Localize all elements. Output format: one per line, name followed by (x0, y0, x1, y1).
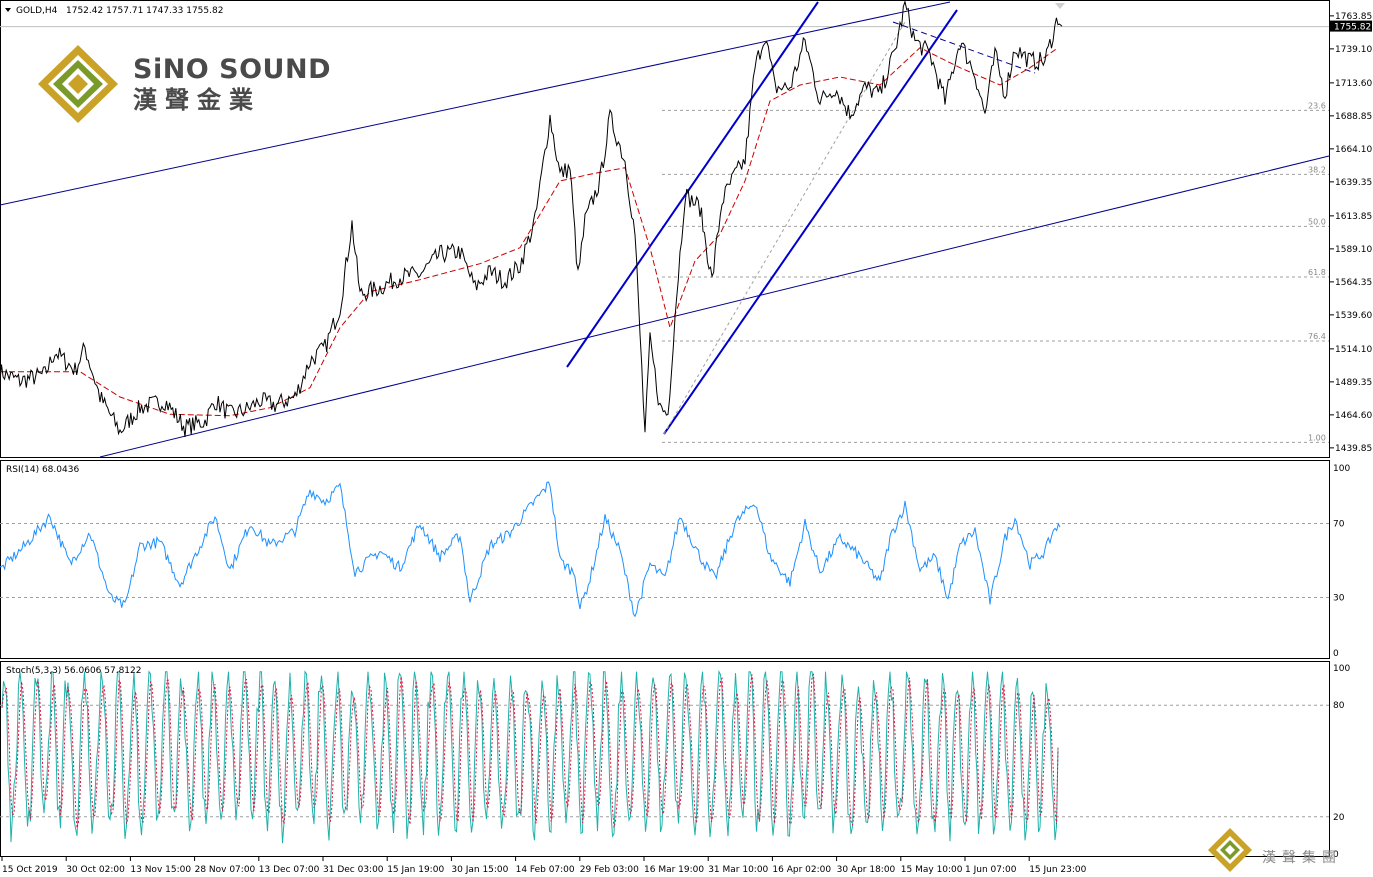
rsi-tick-label: 100 (1333, 464, 1350, 474)
x-tick-label: 16 Mar 19:00 (644, 865, 704, 875)
x-axis: 15 Oct 2019 30 Oct 02:00 13 Nov 15:00 28 No… (1, 857, 1087, 875)
sino-sound-logo: SiNO SOUND 漢聲金業 (38, 45, 331, 123)
y-tick-label: 1639.35 (1335, 178, 1372, 188)
rsi-levels (0, 523, 1329, 598)
x-tick-label: 1 Jun 07:00 (965, 865, 1017, 875)
x-tick-label: 28 Nov 07:00 (195, 865, 256, 875)
upper-channel-line (0, 1, 951, 206)
rsi-y-axis: 100 70 30 0 (1333, 464, 1350, 659)
rsi-tick-label: 70 (1333, 520, 1345, 530)
y-tick-label: 1613.85 (1335, 212, 1372, 222)
fib-label: 23.6 (1308, 101, 1326, 110)
rsi-tick-label: 0 (1333, 649, 1339, 659)
stoch-pane: 100 80 20 0 Stoch(5,3,3) 56.0606 57.8122 (0, 664, 1350, 860)
fib-label: 61.8 (1308, 268, 1326, 277)
current-price-label: 1755.82 (1334, 23, 1371, 33)
price-pane-frame (0, 0, 1330, 458)
x-tick-label: 15 May 10:00 (901, 865, 963, 875)
rsi-tick-label: 30 (1333, 594, 1345, 604)
watermark-text: 漢聲集團 (1262, 849, 1342, 866)
dropdown-triangle-icon[interactable] (5, 8, 11, 12)
trend-channels (0, 1, 1330, 458)
logo-name-cn: 漢聲金業 (133, 86, 261, 114)
fibonacci-levels: 23.6 38.2 50.0 61.8 76.4 1.00 (662, 101, 1329, 443)
ohlc-label: 1752.42 1757.71 1747.33 1755.82 (66, 6, 223, 16)
y-tick-label: 1688.85 (1335, 112, 1372, 122)
steep-channel-upper (566, 1, 819, 368)
watermark-logo: 漢聲集團 (1208, 828, 1342, 872)
x-tick-label: 13 Nov 15:00 (130, 865, 191, 875)
stoch-tick-label: 100 (1333, 664, 1350, 674)
symbol-label: GOLD,H4 (16, 6, 58, 16)
fib-label: 1.00 (1308, 433, 1326, 442)
rsi-pane: 100 70 30 0 RSI(14) 68.0436 (0, 464, 1350, 659)
y-tick-label: 1514.10 (1335, 345, 1372, 355)
x-tick-label: 14 Feb 07:00 (516, 865, 575, 875)
x-tick-label: 13 Dec 07:00 (259, 865, 320, 875)
y-tick-label: 1464.60 (1335, 411, 1372, 421)
y-tick-label: 1589.10 (1335, 245, 1372, 255)
stoch-y-axis: 100 80 20 0 (1333, 664, 1350, 860)
price-series-line (0, 0, 1063, 437)
rsi-title: RSI(14) 68.0436 (6, 465, 79, 475)
y-tick-label: 1739.10 (1335, 45, 1372, 55)
y-tick-label: 1564.35 (1335, 278, 1372, 288)
y-tick-label: 1713.60 (1335, 79, 1372, 89)
y-tick-label: 1489.35 (1335, 378, 1372, 388)
shift-marker-icon[interactable] (1055, 3, 1065, 9)
steep-channel-lower (663, 9, 958, 435)
rsi-series-line (0, 481, 1061, 618)
stoch-tick-label: 80 (1333, 701, 1345, 711)
stoch-signal-line (1, 672, 1059, 829)
x-tick-label: 30 Jan 15:00 (451, 865, 508, 875)
y-tick-label: 1664.10 (1335, 145, 1372, 155)
dashed-resistance-line (892, 21, 1036, 74)
moving-average-line (0, 47, 1059, 417)
stoch-title: Stoch(5,3,3) 56.0606 57.8122 (6, 666, 141, 676)
x-tick-label: 30 Oct 02:00 (66, 865, 125, 875)
rsi-pane-frame (0, 460, 1330, 659)
y-tick-label: 1539.60 (1335, 311, 1372, 321)
stoch-tick-label: 0 (1333, 850, 1339, 860)
x-tick-label: 31 Mar 10:00 (708, 865, 768, 875)
price-pane: 23.638.250.061.876.41.00 1763.851739.101… (0, 0, 1372, 458)
y-tick-label: 1763.85 (1335, 12, 1372, 22)
fib-label: 50.0 (1308, 217, 1326, 226)
x-tick-label: 15 Oct 2019 (2, 865, 58, 875)
fib-trend-line (663, 21, 906, 435)
x-tick-label: 16 Apr 02:00 (772, 865, 831, 875)
fib-label: 76.4 (1308, 332, 1326, 341)
x-tick-label: 30 Apr 18:00 (837, 865, 896, 875)
x-tick-label: 15 Jun 23:00 (1029, 865, 1086, 875)
current-price-box (1330, 20, 1372, 32)
x-tick-label: 29 Feb 03:00 (580, 865, 639, 875)
stoch-pane-frame (0, 661, 1330, 857)
fib-label: 38.2 (1308, 165, 1326, 174)
x-tick-label: 31 Dec 03:00 (323, 865, 384, 875)
y-tick-label: 1439.85 (1335, 444, 1372, 454)
stoch-tick-label: 20 (1333, 813, 1345, 823)
x-tick-label: 15 Jan 19:00 (387, 865, 444, 875)
lower-channel-line (99, 155, 1330, 458)
price-y-axis: 1763.85 1739.10 1713.60 1688.85 1664.10 1639.… (1330, 12, 1372, 454)
logo-name-en: SiNO SOUND (133, 54, 331, 85)
stoch-main-line (1, 669, 1059, 844)
